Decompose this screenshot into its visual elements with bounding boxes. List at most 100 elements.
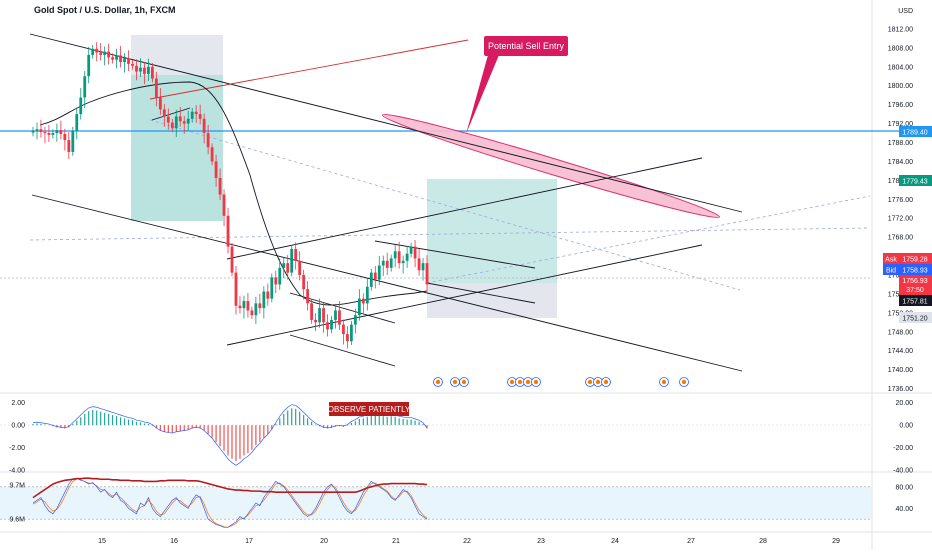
candle-body bbox=[397, 251, 401, 264]
price-tick-label: 1768.00 bbox=[888, 235, 913, 242]
last-value: 1756.93 bbox=[902, 278, 927, 285]
flag-bottom-line bbox=[426, 282, 536, 304]
macd-signal-line bbox=[32, 404, 428, 466]
date-tick-label: 17 bbox=[245, 538, 253, 545]
price-tick-label: 1796.00 bbox=[888, 102, 913, 109]
candle-body bbox=[314, 319, 317, 323]
callout-text: Potential Sell Entry bbox=[488, 41, 565, 51]
candle-body bbox=[190, 111, 194, 119]
date-tick-label: 21 bbox=[392, 538, 400, 545]
candle-body bbox=[385, 260, 389, 268]
red-trend-line bbox=[149, 39, 469, 100]
event-flag-icon bbox=[509, 379, 515, 385]
ascending-channel-bottom bbox=[226, 244, 703, 346]
candle-body bbox=[166, 116, 170, 123]
candle-body bbox=[421, 263, 425, 271]
bid-label-badge bbox=[883, 264, 899, 275]
macd-panel: 2.00 0.00 -2.00 -4.00 20.00 0.00 -20.00 -40.00 bbox=[0, 400, 913, 475]
candle-body bbox=[39, 129, 43, 133]
candle-body bbox=[206, 133, 210, 148]
candle-body bbox=[218, 177, 222, 195]
candle-body bbox=[91, 48, 95, 55]
price-tick-label: 1736.00 bbox=[888, 386, 913, 393]
date-tick-label: 24 bbox=[611, 538, 619, 545]
line-level-badge bbox=[899, 126, 932, 137]
candle-body bbox=[298, 260, 302, 275]
event-flag-icon bbox=[681, 379, 687, 385]
price-tick-label: 1748.00 bbox=[888, 329, 913, 336]
candle-body bbox=[194, 111, 198, 115]
event-flag-icon bbox=[661, 379, 667, 385]
candle-body bbox=[186, 118, 190, 124]
macd-right-tick: 0.00 bbox=[899, 423, 913, 430]
candle-body bbox=[51, 133, 55, 135]
candle-body bbox=[47, 133, 51, 135]
candle-body bbox=[226, 215, 230, 247]
candle-body bbox=[99, 52, 103, 55]
candle-body bbox=[290, 248, 294, 273]
price-tick-label: 1788.00 bbox=[888, 140, 913, 147]
candle-body bbox=[95, 48, 99, 53]
candle-body bbox=[174, 116, 178, 129]
candle-body bbox=[170, 122, 174, 129]
candle-body bbox=[338, 310, 341, 325]
candle-body bbox=[59, 130, 63, 134]
target-zone-box bbox=[131, 75, 223, 221]
date-tick-label: 28 bbox=[759, 538, 767, 545]
candles bbox=[31, 42, 429, 349]
symbol-title: Gold Spot / U.S. Dollar, 1h, FXCM bbox=[34, 5, 176, 15]
candle-body bbox=[222, 194, 226, 216]
event-flag-icon bbox=[587, 379, 593, 385]
candle-body bbox=[377, 265, 381, 280]
macd-left-tick: 0.00 bbox=[11, 423, 25, 430]
candle-body bbox=[369, 272, 373, 287]
candle-body bbox=[79, 97, 83, 115]
macd-left-tick: -2.00 bbox=[9, 445, 25, 452]
stoch-right-tick: 40.00 bbox=[895, 506, 913, 513]
sell-entry-callout[interactable]: Potential Sell Entry bbox=[466, 36, 568, 134]
candle-body bbox=[127, 58, 130, 64]
candle-body bbox=[254, 303, 258, 316]
profit-zone-box bbox=[427, 179, 557, 283]
ask-label: Ask bbox=[885, 257, 897, 264]
candle-body bbox=[270, 277, 274, 299]
event-flag-icon bbox=[595, 379, 601, 385]
candle-body bbox=[198, 114, 202, 119]
currency-unit: USD bbox=[898, 8, 913, 15]
event-flag-icon bbox=[603, 379, 609, 385]
candle-body bbox=[202, 118, 206, 134]
candle-body bbox=[361, 298, 365, 304]
candle-body bbox=[214, 161, 218, 178]
date-tick-label: 23 bbox=[537, 538, 545, 545]
date-tick-label: 16 bbox=[170, 538, 178, 545]
candle-body bbox=[266, 291, 270, 299]
candle-body bbox=[381, 260, 385, 266]
callout-pointer bbox=[466, 55, 499, 134]
callout-box bbox=[484, 36, 568, 56]
candle-body bbox=[87, 54, 91, 77]
candle-body bbox=[413, 246, 417, 259]
price-tick-label: 1792.00 bbox=[888, 121, 913, 128]
event-flag-icon bbox=[517, 379, 523, 385]
candle-body bbox=[35, 129, 39, 131]
ask-value: 1759.28 bbox=[902, 257, 927, 264]
candle-body bbox=[310, 303, 313, 320]
candle-body bbox=[107, 51, 111, 58]
stoch-right-tick: 80.00 bbox=[895, 484, 913, 491]
candle-body bbox=[162, 109, 166, 117]
candle-body bbox=[334, 310, 337, 320]
candle-body bbox=[158, 97, 162, 110]
candle-body bbox=[393, 251, 397, 259]
candle-body bbox=[286, 263, 290, 273]
event-flag-icon bbox=[461, 379, 467, 385]
price-tick-label: 1804.00 bbox=[888, 64, 913, 71]
green-level-text: 1779.43 bbox=[902, 179, 927, 186]
candle-body bbox=[425, 263, 429, 285]
candle-body bbox=[43, 132, 47, 134]
candle-body bbox=[346, 334, 349, 342]
candle-body bbox=[111, 57, 114, 60]
ask-label-badge bbox=[883, 253, 899, 264]
candle-body bbox=[139, 67, 142, 72]
line-level-text: 1789.40 bbox=[902, 130, 927, 137]
